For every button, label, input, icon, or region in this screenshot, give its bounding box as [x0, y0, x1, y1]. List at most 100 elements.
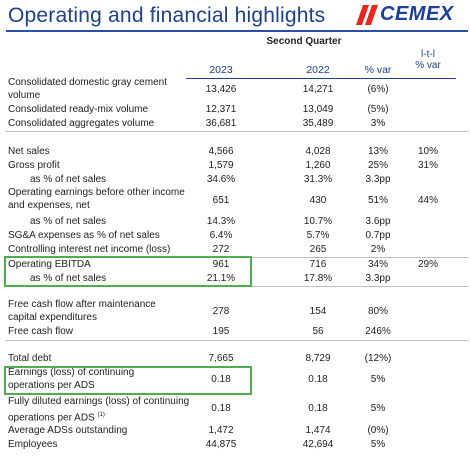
value-var: 5% — [370, 439, 386, 450]
row-label: Consolidated domestic gray cement volume — [8, 77, 167, 101]
value-2023: 4,566 — [208, 146, 234, 157]
table-row: Fully diluted earnings (loss) of continu… — [0, 396, 470, 424]
table-row: Free cash flow 195 56 246% — [0, 326, 470, 338]
value-lfl: 44% — [417, 195, 438, 206]
table-row: Gross profit 1,579 1,260 25% 31% — [0, 160, 470, 172]
value-2023: 7,665 — [208, 353, 234, 364]
row-label: Earnings (loss) of continuing operations… — [8, 367, 135, 391]
value-2023: 278 — [212, 306, 230, 317]
value-2022: 10.7% — [303, 216, 333, 227]
value-2022: 4,028 — [305, 146, 331, 157]
row-label-text: Fully diluted earnings (loss) of continu… — [8, 396, 190, 423]
value-2023: 6.4% — [209, 230, 233, 241]
value-2022: 1,260 — [305, 160, 331, 171]
value-2023: 272 — [212, 244, 230, 255]
value-var: 3.3pp — [365, 273, 391, 284]
table-row: Net sales 4,566 4,028 13% 10% — [0, 146, 470, 158]
value-2022: 42,694 — [302, 439, 334, 450]
value-2023: 44,875 — [205, 439, 237, 450]
table-row: Total debt 7,665 8,729 (12%) — [0, 353, 470, 365]
footnote-marker: (1) — [97, 411, 105, 418]
cemex-slash-icon — [356, 5, 378, 25]
value-2022: 56 — [312, 326, 324, 337]
row-label: Consolidated aggregates volume — [8, 118, 155, 129]
value-2022: 154 — [309, 306, 327, 317]
table-row: Consolidated domestic gray cement volume… — [0, 77, 470, 103]
row-label: as % of net sales — [30, 216, 107, 227]
value-var: 3% — [370, 118, 386, 129]
eps-highlight-box — [4, 366, 252, 395]
value-var: 3.3pp — [365, 174, 391, 185]
value-var: 3.6pp — [365, 216, 391, 227]
header-underline — [186, 78, 456, 79]
row-label: Free cash flow — [8, 326, 74, 337]
value-2022: 8,729 — [305, 353, 331, 364]
value-2023: 13,426 — [205, 84, 237, 95]
value-2023: 1,472 — [208, 425, 234, 436]
table-row: SG&A expenses as % of net sales 6.4% 5.7… — [0, 230, 470, 242]
value-var: 246% — [365, 326, 391, 337]
table-row: as % of net sales 21.1% 17.8% 3.3pp — [0, 273, 470, 285]
value-2023: 0.18 — [211, 403, 231, 414]
title-rule — [6, 30, 468, 32]
value-2022: 430 — [309, 195, 327, 206]
table-row: Controlling interest net income (loss) 2… — [0, 244, 470, 256]
period-label: Second Quarter — [266, 36, 342, 47]
table-row: Operating EBITDA 961 716 34% 29% — [0, 259, 470, 271]
value-var: 13% — [367, 146, 388, 157]
value-2022: 14,271 — [302, 84, 334, 95]
value-var: 0.7pp — [365, 230, 391, 241]
table-row: Employees 44,875 42,694 5% — [0, 439, 470, 451]
value-2023: 1,579 — [208, 160, 234, 171]
value-var: 5% — [370, 374, 386, 385]
value-lfl: 29% — [417, 259, 438, 270]
col-header-2022: 2022 — [306, 64, 330, 76]
lfl-label-bottom: % var — [415, 60, 441, 71]
table-row: as % of net sales 14.3% 10.7% 3.6pp — [0, 216, 470, 228]
col-header-var: % var — [364, 64, 392, 76]
row-label: Fully diluted earnings (loss) of continu… — [8, 396, 190, 424]
value-2023: 195 — [212, 326, 230, 337]
row-label: Operating EBITDA — [8, 259, 91, 270]
logo-wordmark: CEMEX — [380, 3, 454, 25]
cemex-logo: CEMEX — [356, 2, 468, 30]
value-lfl: 31% — [417, 160, 438, 171]
value-2022: 0.18 — [308, 374, 328, 385]
row-divider — [6, 340, 468, 341]
value-2023: 14.3% — [206, 216, 236, 227]
table-row: Operating earnings before other income a… — [0, 187, 470, 213]
value-2022: 5.7% — [306, 230, 330, 241]
table-row: Consolidated aggregates volume 36,681 35… — [0, 118, 470, 130]
value-var: (6%) — [367, 84, 389, 95]
row-label: Total debt — [8, 353, 52, 364]
value-2022: 265 — [309, 244, 327, 255]
value-2023: 36,681 — [205, 118, 237, 129]
value-2023: 12,371 — [205, 104, 237, 115]
value-2022: 0.18 — [308, 403, 328, 414]
value-2023: 21.1% — [206, 273, 236, 284]
row-label: Free cash flow after maintenance capital… — [8, 299, 156, 323]
col-header-2023: 2023 — [209, 64, 233, 76]
value-var: (0%) — [367, 425, 389, 436]
value-2022: 13,049 — [302, 104, 334, 115]
value-2022: 31.3% — [303, 174, 333, 185]
table-row: as % of net sales 34.6% 31.3% 3.3pp — [0, 174, 470, 186]
value-var: 51% — [367, 195, 388, 206]
row-label: Controlling interest net income (loss) — [8, 244, 171, 255]
value-2023: 651 — [212, 195, 230, 206]
value-2022: 35,489 — [302, 118, 334, 129]
row-label: Gross profit — [8, 160, 60, 171]
row-label: Employees — [8, 439, 58, 450]
page-title: Operating and financial highlights — [8, 4, 326, 27]
value-var: 34% — [367, 259, 388, 270]
row-label: Net sales — [8, 146, 50, 157]
value-lfl: 10% — [417, 146, 438, 157]
row-divider — [6, 131, 468, 132]
value-2022: 17.8% — [303, 273, 333, 284]
ebitda-highlight-box — [4, 256, 252, 287]
row-label: SG&A expenses as % of net sales — [8, 230, 160, 241]
table-row: Average ADSs outstanding 1,472 1,474 (0%… — [0, 425, 470, 437]
value-var: 5% — [370, 403, 386, 414]
value-var: (12%) — [364, 353, 392, 364]
value-2022: 1,474 — [305, 425, 331, 436]
